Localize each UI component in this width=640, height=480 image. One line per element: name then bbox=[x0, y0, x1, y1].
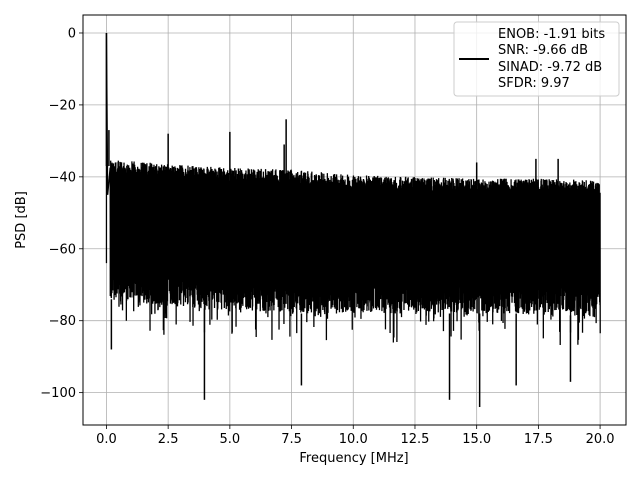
x-tick-label: 10.0 bbox=[339, 432, 368, 447]
psd-noise-trace bbox=[105, 32, 601, 345]
x-tick-label: 0.0 bbox=[96, 432, 117, 447]
psd-trace bbox=[105, 32, 601, 408]
legend-box bbox=[453, 21, 620, 97]
legend-entry-enob: ENOB: -1.91 bits bbox=[498, 27, 605, 42]
x-axis: 0.0 2.5 5.0 7.5 10.0 12.5 15.0 17.5 20.0 bbox=[96, 425, 615, 447]
legend-entry-snr: SNR: -9.66 dB bbox=[498, 43, 588, 58]
legend-entry-sfdr: SFDR: 9.97 bbox=[498, 76, 570, 91]
x-tick-label: 15.0 bbox=[462, 432, 491, 447]
y-tick-label: −40 bbox=[49, 170, 76, 185]
x-tick-label: 12.5 bbox=[400, 432, 429, 447]
plot-frame bbox=[82, 14, 627, 426]
y-tick-label: 0 bbox=[68, 26, 76, 41]
y-tick-label: −20 bbox=[49, 98, 76, 113]
x-tick-label: 20.0 bbox=[586, 432, 615, 447]
x-tick-label: 2.5 bbox=[158, 432, 179, 447]
x-tick-label: 17.5 bbox=[524, 432, 553, 447]
legend: ENOB: -1.91 bits SNR: -9.66 dB SINAD: -9… bbox=[453, 21, 620, 97]
x-tick-label: 7.5 bbox=[281, 432, 302, 447]
y-tick-label: −100 bbox=[40, 386, 76, 401]
x-axis-label: Frequency [MHz] bbox=[299, 451, 408, 466]
y-axis: 0 −20 −40 −60 −80 −100 bbox=[40, 26, 83, 401]
y-axis-label: PSD [dB] bbox=[14, 191, 29, 249]
legend-entry-sinad: SINAD: -9.72 dB bbox=[498, 60, 602, 75]
y-tick-label: −60 bbox=[49, 242, 76, 257]
x-tick-label: 5.0 bbox=[220, 432, 241, 447]
y-tick-label: −80 bbox=[49, 314, 76, 329]
